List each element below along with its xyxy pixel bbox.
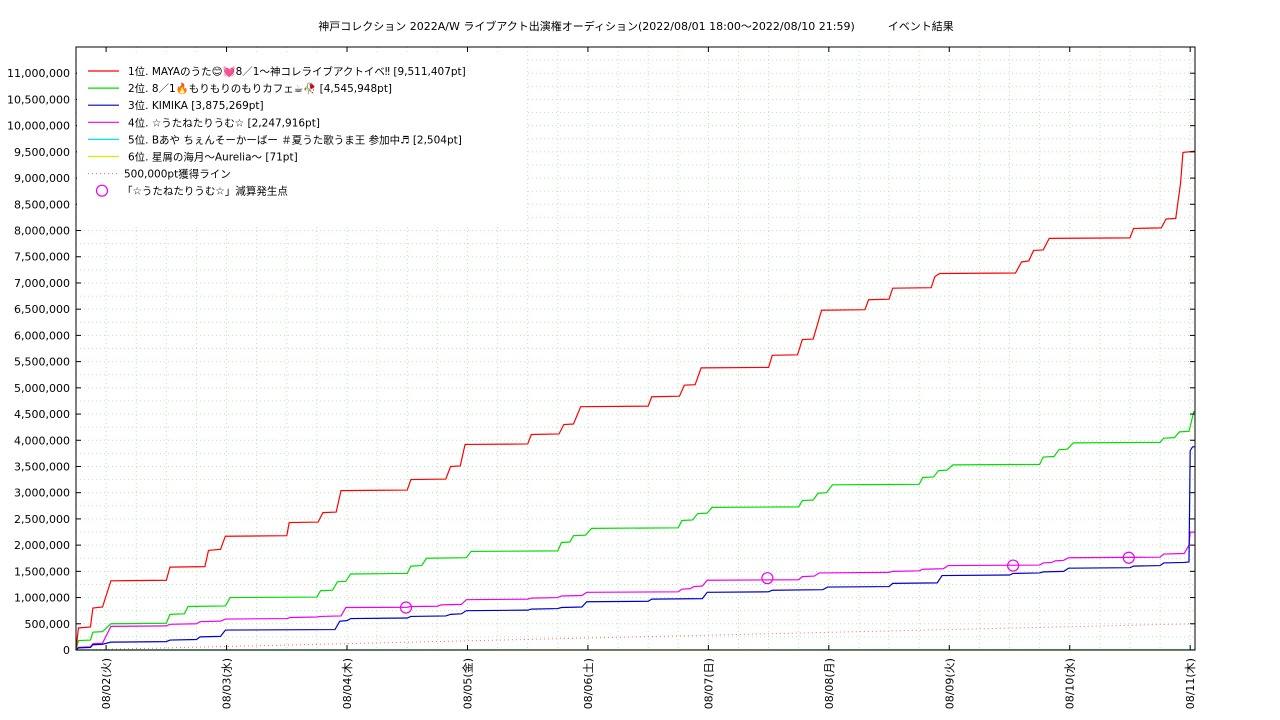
y-tick-label: 9,000,000	[14, 172, 70, 185]
legend-label: 1位. MAYAのうた😊💓8／1〜神コレライブアクトイベ‼ [9,511,407…	[128, 65, 466, 78]
series-line	[75, 446, 1195, 651]
y-tick-label: 5,000,000	[14, 382, 70, 395]
chart-title: 神戸コレクション 2022A/W ライブアクト出演権オーディション(2022/0…	[318, 19, 954, 33]
axis-ticks: 0 500,000 1,000,000 1,500,000 2,000,000 2,500…	[7, 47, 1197, 709]
y-tick-label: 11,000,000	[7, 67, 70, 80]
legend-label: 3位. KIMIKA [3,875,269pt]	[128, 99, 264, 112]
decrement-marker	[761, 572, 774, 585]
y-tick-label: 500,000	[25, 618, 71, 631]
legend-label: 6位. 星屑の海月〜Aurelia〜 [71pt]	[128, 151, 298, 164]
y-tick-label: 6,500,000	[14, 303, 70, 316]
y-tick-label: 1,000,000	[14, 592, 70, 605]
legend-label: 500,000pt獲得ライン	[124, 168, 231, 181]
legend-label: 2位. 8／1🔥もりもりのもりカフェ☕🥀 [4,545,948pt]	[128, 82, 392, 95]
y-tick-label: 8,000,000	[14, 225, 70, 238]
reference-line-layer	[75, 623, 1196, 651]
y-tick-label: 8,500,000	[14, 198, 70, 211]
x-tick-label: 08/11(木)	[1184, 658, 1197, 709]
series-layer	[75, 150, 1196, 651]
x-tick-label: 08/05(金)	[460, 658, 474, 709]
x-tick-label: 08/06(土)	[582, 658, 595, 709]
y-tick-label: 9,500,000	[14, 146, 70, 159]
reference-line	[75, 623, 1196, 651]
y-tick-label: 2,500,000	[14, 513, 70, 526]
legend-label: 4位. ☆うたねたりうむ☆ [2,247,916pt]	[128, 116, 320, 129]
y-tick-label: 3,500,000	[14, 460, 70, 473]
y-tick-label: 6,000,000	[14, 329, 70, 342]
x-tick-label: 08/08(月)	[823, 658, 836, 709]
legend-background	[77, 55, 527, 225]
y-tick-label: 10,500,000	[7, 93, 70, 106]
plot-frame	[75, 46, 1196, 651]
decrement-marker	[1122, 551, 1135, 564]
x-tick-label: 08/02(火)	[100, 658, 113, 709]
x-tick-label: 08/10(水)	[1064, 658, 1077, 709]
x-tick-label: 08/09(火)	[943, 658, 956, 709]
legend: 1位. MAYAのうた😊💓8／1〜神コレライブアクトイベ‼ [9,511,407…	[77, 55, 527, 225]
y-tick-label: 4,500,000	[14, 408, 70, 421]
series-line	[75, 150, 1196, 651]
x-tick-label: 08/03(水)	[221, 658, 234, 709]
y-tick-label: 0	[63, 644, 70, 657]
legend-marker-swatch	[95, 184, 109, 197]
marker-layer	[399, 551, 1135, 614]
x-tick-label: 08/07(日)	[702, 658, 715, 709]
y-tick-label: 5,500,000	[14, 356, 70, 369]
y-tick-label: 7,000,000	[14, 277, 70, 290]
y-tick-label: 4,000,000	[14, 434, 70, 447]
legend-label: 「☆うたねたりうむ☆」減算発生点	[122, 185, 288, 198]
decrement-marker	[399, 601, 413, 614]
y-tick-label: 1,500,000	[14, 565, 70, 578]
series-line	[75, 531, 1195, 651]
x-tick-label: 08/04(木)	[341, 658, 354, 709]
legend-label: 5位. Bあや ちぇんそーかーばー ＃夏うた歌うま王 参加中♬ [2,504pt…	[128, 133, 462, 146]
y-tick-label: 3,000,000	[14, 487, 70, 500]
y-tick-label: 7,500,000	[14, 251, 70, 264]
y-tick-label: 10,000,000	[7, 120, 70, 133]
decrement-marker	[1007, 559, 1020, 572]
series-line	[75, 411, 1195, 651]
y-tick-label: 2,000,000	[14, 539, 70, 552]
